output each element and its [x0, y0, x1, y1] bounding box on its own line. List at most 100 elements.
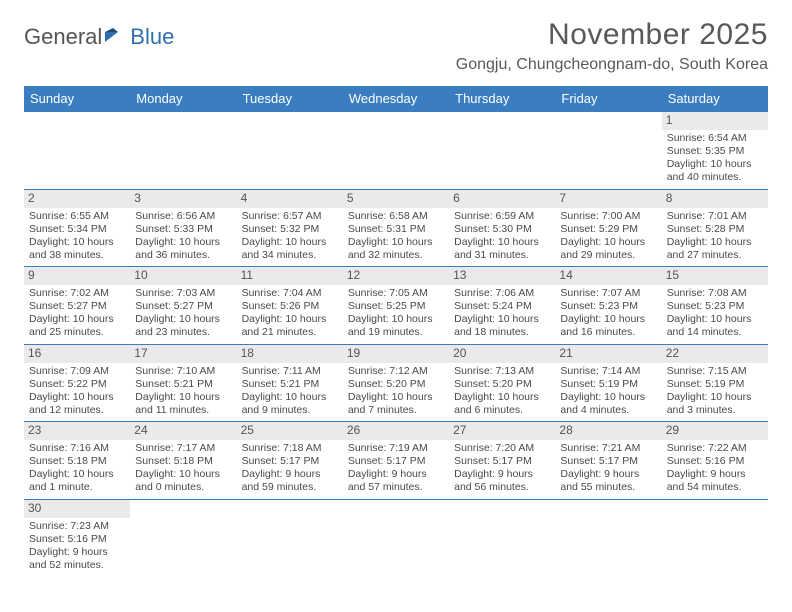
daylight-text: Daylight: 9 hours and 52 minutes. — [29, 546, 125, 572]
day-cell: 3Sunrise: 6:56 AMSunset: 5:33 PMDaylight… — [130, 190, 236, 267]
day-cell: 1Sunrise: 6:54 AMSunset: 5:35 PMDaylight… — [662, 112, 768, 189]
day-cell: 21Sunrise: 7:14 AMSunset: 5:19 PMDayligh… — [555, 345, 661, 422]
daylight-text: Daylight: 9 hours and 59 minutes. — [242, 468, 338, 494]
day-cell: 19 Sunrise: 7:12 AMSunset: 5:20 PMDayligh… — [343, 345, 449, 422]
day-header: Saturday — [662, 86, 768, 112]
calendar: SundayMondayTuesdayWednesdayThursdayFrid… — [24, 86, 768, 576]
empty-cell — [449, 112, 555, 189]
daylight-text: Daylight: 10 hours and 23 minutes. — [135, 313, 231, 339]
day-number: 11 — [237, 267, 343, 285]
sunset-text: Sunset: 5:17 PM — [348, 455, 444, 468]
day-number: 12 — [343, 267, 449, 285]
day-number: 10 — [130, 267, 236, 285]
day-number: 30 — [24, 500, 130, 518]
day-cell: 8Sunrise: 7:01 AMSunset: 5:28 PMDaylight… — [662, 190, 768, 267]
day-header: Thursday — [449, 86, 555, 112]
sunrise-text: Sunrise: 7:18 AM — [242, 442, 338, 455]
day-number: 18 — [237, 345, 343, 363]
sunrise-text: Sunrise: 6:56 AM — [135, 210, 231, 223]
sunrise-text: Sunrise: 6:57 AM — [242, 210, 338, 223]
day-cell: 11Sunrise: 7:04 AMSunset: 5:26 PMDayligh… — [237, 267, 343, 344]
sunrise-text: Sunrise: 7:23 AM — [29, 520, 125, 533]
sunrise-text: Sunrise: 7:22 AM — [667, 442, 763, 455]
sunset-text: Sunset: 5:27 PM — [135, 300, 231, 313]
daylight-text: Daylight: 10 hours and 29 minutes. — [560, 236, 656, 262]
week-row: 1Sunrise: 6:54 AMSunset: 5:35 PMDaylight… — [24, 112, 768, 190]
sunrise-text: Sunrise: 7:17 AM — [135, 442, 231, 455]
day-number: 16 — [24, 345, 130, 363]
day-cell: 23Sunrise: 7:16 AMSunset: 5:18 PMDayligh… — [24, 422, 130, 499]
daylight-text: Daylight: 10 hours and 32 minutes. — [348, 236, 444, 262]
sunset-text: Sunset: 5:30 PM — [454, 223, 550, 236]
daylight-text: Daylight: 10 hours and 34 minutes. — [242, 236, 338, 262]
day-number: 5 — [343, 190, 449, 208]
day-number: 3 — [130, 190, 236, 208]
sunset-text: Sunset: 5:19 PM — [667, 378, 763, 391]
day-header: Friday — [555, 86, 661, 112]
day-number: 19 — [343, 345, 449, 363]
day-cell: 27Sunrise: 7:20 AMSunset: 5:17 PMDayligh… — [449, 422, 555, 499]
day-cell: 22Sunrise: 7:15 AMSunset: 5:19 PMDayligh… — [662, 345, 768, 422]
location-text: Gongju, Chungcheongnam-do, South Korea — [456, 56, 768, 74]
empty-cell — [343, 112, 449, 189]
sunset-text: Sunset: 5:18 PM — [29, 455, 125, 468]
day-cell: 4Sunrise: 6:57 AMSunset: 5:32 PMDaylight… — [237, 190, 343, 267]
sunset-text: Sunset: 5:21 PM — [135, 378, 231, 391]
sunset-text: Sunset: 5:26 PM — [242, 300, 338, 313]
daylight-text: Daylight: 10 hours and 16 minutes. — [560, 313, 656, 339]
daylight-text: Daylight: 10 hours and 11 minutes. — [135, 391, 231, 417]
daylight-text: Daylight: 9 hours and 54 minutes. — [667, 468, 763, 494]
empty-cell — [662, 500, 768, 577]
day-number: 1 — [662, 112, 768, 130]
sunset-text: Sunset: 5:35 PM — [667, 145, 763, 158]
sunset-text: Sunset: 5:25 PM — [348, 300, 444, 313]
day-number: 27 — [449, 422, 555, 440]
logo: General Blue — [24, 24, 174, 50]
sunrise-text: Sunrise: 7:12 AM — [348, 365, 444, 378]
sunrise-text: Sunrise: 7:20 AM — [454, 442, 550, 455]
daylight-text: Daylight: 10 hours and 7 minutes. — [348, 391, 444, 417]
day-number: 29 — [662, 422, 768, 440]
sunrise-text: Sunrise: 7:11 AM — [242, 365, 338, 378]
title-block: November 2025 Gongju, Chungcheongnam-do,… — [456, 18, 768, 74]
sunrise-text: Sunrise: 7:02 AM — [29, 287, 125, 300]
sunset-text: Sunset: 5:20 PM — [454, 378, 550, 391]
sunset-text: Sunset: 5:21 PM — [242, 378, 338, 391]
day-cell: 5Sunrise: 6:58 AMSunset: 5:31 PMDaylight… — [343, 190, 449, 267]
empty-cell — [237, 500, 343, 577]
week-row: 30 Sunrise: 7:23 AMSunset: 5:16 PMDayligh… — [24, 500, 768, 577]
day-number: 13 — [449, 267, 555, 285]
sunset-text: Sunset: 5:20 PM — [348, 378, 444, 391]
daylight-text: Daylight: 10 hours and 6 minutes. — [454, 391, 550, 417]
sunset-text: Sunset: 5:16 PM — [29, 533, 125, 546]
daylight-text: Daylight: 10 hours and 12 minutes. — [29, 391, 125, 417]
day-number: 8 — [662, 190, 768, 208]
day-cell: 9Sunrise: 7:02 AMSunset: 5:27 PMDaylight… — [24, 267, 130, 344]
sunrise-text: Sunrise: 7:06 AM — [454, 287, 550, 300]
daylight-text: Daylight: 9 hours and 56 minutes. — [454, 468, 550, 494]
empty-cell — [24, 112, 130, 189]
daylight-text: Daylight: 10 hours and 38 minutes. — [29, 236, 125, 262]
sunrise-text: Sunrise: 6:55 AM — [29, 210, 125, 223]
page-title: November 2025 — [456, 18, 768, 52]
day-header: Sunday — [24, 86, 130, 112]
sunrise-text: Sunrise: 7:05 AM — [348, 287, 444, 300]
day-cell: 25Sunrise: 7:18 AMSunset: 5:17 PMDayligh… — [237, 422, 343, 499]
sunrise-text: Sunrise: 7:13 AM — [454, 365, 550, 378]
day-cell: 28Sunrise: 7:21 AMSunset: 5:17 PMDayligh… — [555, 422, 661, 499]
daylight-text: Daylight: 10 hours and 25 minutes. — [29, 313, 125, 339]
day-cell: 17Sunrise: 7:10 AMSunset: 5:21 PMDayligh… — [130, 345, 236, 422]
sunset-text: Sunset: 5:18 PM — [135, 455, 231, 468]
empty-cell — [130, 500, 236, 577]
header: General Blue November 2025 Gongju, Chung… — [24, 18, 768, 74]
daylight-text: Daylight: 10 hours and 18 minutes. — [454, 313, 550, 339]
day-header: Monday — [130, 86, 236, 112]
sunset-text: Sunset: 5:32 PM — [242, 223, 338, 236]
sunset-text: Sunset: 5:17 PM — [560, 455, 656, 468]
sunrise-text: Sunrise: 6:59 AM — [454, 210, 550, 223]
day-cell: 15Sunrise: 7:08 AMSunset: 5:23 PMDayligh… — [662, 267, 768, 344]
sunset-text: Sunset: 5:29 PM — [560, 223, 656, 236]
daylight-text: Daylight: 10 hours and 9 minutes. — [242, 391, 338, 417]
day-number: 24 — [130, 422, 236, 440]
calendar-body: 1Sunrise: 6:54 AMSunset: 5:35 PMDaylight… — [24, 112, 768, 576]
